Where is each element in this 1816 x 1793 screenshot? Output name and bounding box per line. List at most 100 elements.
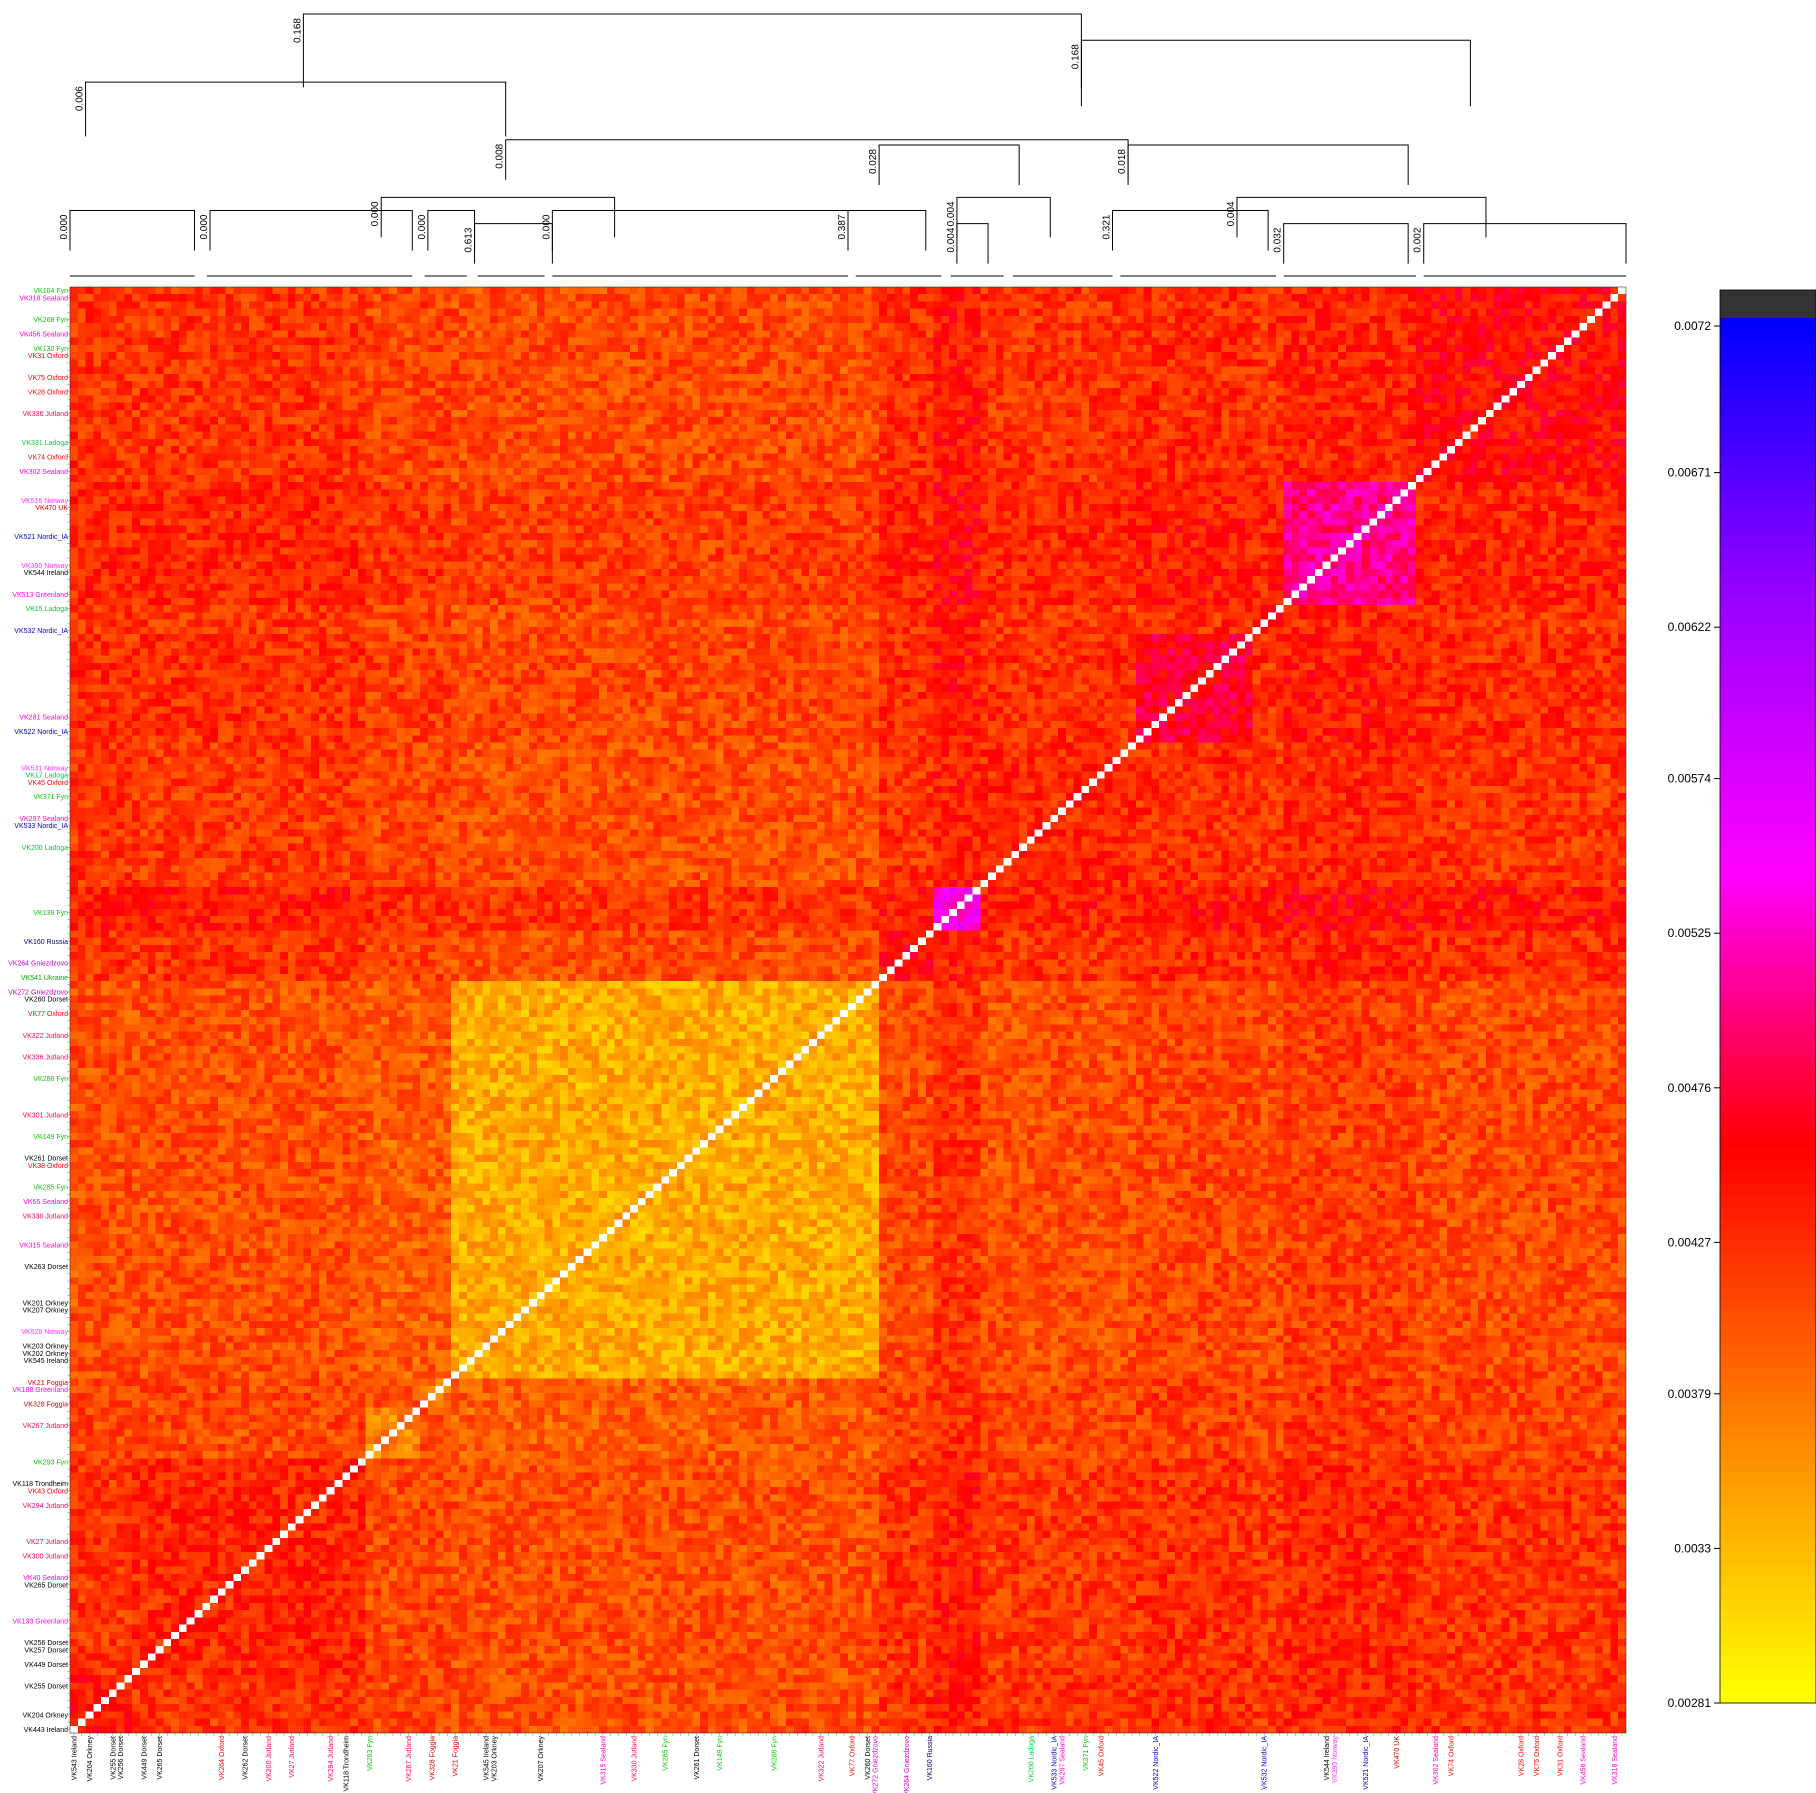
color-key-step <box>1720 1010 1816 1023</box>
row-label: VK331 Ladoga <box>22 440 68 447</box>
dendrogram-branch <box>380 196 616 238</box>
column-label: VK521 Nordic_IA <box>1363 1736 1370 1790</box>
dendrogram-node-label: 0.004 <box>946 201 957 226</box>
color-key-step <box>1720 1102 1816 1115</box>
row-label: VK293 Fyn <box>33 1459 68 1466</box>
column-label: VK45 Oxford <box>1098 1736 1105 1776</box>
column-label: VK371 Fyn <box>1083 1736 1090 1771</box>
row-label: VK294 Jutland <box>22 1503 68 1510</box>
color-key-step <box>1720 514 1816 527</box>
color-key-step <box>1720 848 1816 862</box>
color-key-step <box>1720 698 1816 712</box>
color-key-step <box>1720 1691 1816 1704</box>
color-key-step <box>1720 1610 1816 1623</box>
column-label: VK522 Nordic_IA <box>1153 1736 1160 1790</box>
row-label: VK263 Dorset <box>24 1264 68 1271</box>
color-key-step <box>1720 1679 1816 1693</box>
column-label: VK264 Oxford <box>219 1736 226 1780</box>
color-key-overflow <box>1720 290 1816 318</box>
color-key-step <box>1720 710 1816 723</box>
color-key-step <box>1720 1045 1816 1058</box>
color-key-label: 0.00671 <box>1668 466 1712 480</box>
row-label: VK207 Orkney <box>22 1308 68 1315</box>
color-key-step <box>1720 952 1816 965</box>
heatmap-grid <box>69 286 1627 1734</box>
color-key-step <box>1720 998 1816 1012</box>
row-label: VK531 Norway <box>21 765 68 772</box>
color-key-step <box>1720 1599 1816 1612</box>
color-key-step <box>1720 825 1816 838</box>
column-label: VK390 Norway <box>1332 1736 1339 1783</box>
heatmap-cells <box>70 287 1626 1733</box>
color-key-step <box>1720 329 1816 342</box>
color-key-step <box>1720 1033 1816 1046</box>
color-key-step <box>1720 802 1816 815</box>
row-label: VK45 Oxford <box>28 780 68 787</box>
color-key-step <box>1720 525 1816 538</box>
color-key-step <box>1720 1472 1816 1485</box>
color-key-border <box>1719 289 1816 1704</box>
dendrogram-branch <box>956 196 1051 238</box>
color-key-step <box>1720 1022 1816 1035</box>
row-label: VK38 Oxford <box>28 1163 68 1170</box>
row-label: VK21 Foggia <box>28 1380 69 1387</box>
row-label: VK75 Oxford <box>28 375 68 382</box>
row-label: VK532 Nordic_IA <box>14 628 68 635</box>
row-label: VK40 Sealand <box>23 1575 68 1582</box>
dendrogram-branch <box>85 81 507 137</box>
row-label: VK516 Norway <box>21 498 68 505</box>
color-key-step <box>1720 987 1816 1000</box>
color-key-step <box>1720 929 1816 942</box>
row-label: VK285 Fyn <box>33 1185 68 1192</box>
color-key-step <box>1720 560 1816 573</box>
color-key-step <box>1720 675 1816 688</box>
row-label: VK371 Fyn <box>33 794 68 801</box>
dendrogram-node-label: 0.000 <box>370 201 381 226</box>
row-label: VK533 Nordic_IA <box>14 823 68 830</box>
row-label: VK118 Trondheim <box>12 1481 68 1488</box>
color-key-step <box>1720 756 1816 769</box>
row-label: VK261 Dorset <box>24 1156 68 1163</box>
color-key-step <box>1720 1206 1816 1219</box>
column-label: VK261 Dorset <box>694 1736 701 1780</box>
color-key-label: 0.00427 <box>1668 1235 1712 1249</box>
color-key-step <box>1720 791 1816 804</box>
dendrogram-branch <box>69 210 195 251</box>
row-label: VK255 Dorset <box>24 1684 68 1691</box>
row-label: VK160 Russia <box>24 939 68 946</box>
color-key-step <box>1720 1149 1816 1162</box>
color-key-step <box>1720 918 1816 931</box>
row-label: VK513 Greenland <box>12 592 68 599</box>
dendrogram-branch <box>878 144 1020 185</box>
color-key-step <box>1720 1160 1816 1173</box>
color-key-label: 0.0033 <box>1674 1541 1711 1555</box>
row-label: VK272 Gniezdzovo <box>8 989 68 996</box>
color-key-label: 0.00525 <box>1668 926 1712 940</box>
color-key-step <box>1720 721 1816 735</box>
color-key-step <box>1720 352 1816 365</box>
row-label: VK336 Jutland <box>22 1054 68 1061</box>
color-key-step <box>1720 1287 1816 1300</box>
color-key-step <box>1720 468 1816 481</box>
color-key-step <box>1720 410 1816 423</box>
dendrogram-node-label: 0.006 <box>75 86 86 111</box>
color-key-step <box>1720 1518 1816 1531</box>
row-label: VK522 Nordic_IA <box>14 729 68 736</box>
row-label: VK256 Dorset <box>24 1640 68 1647</box>
column-label: VK315 Sealand <box>600 1736 607 1785</box>
dendrogram-branch <box>1112 210 1269 251</box>
column-label: VK21 Foggia <box>453 1736 460 1777</box>
row-label: VK521 Nordic_IA <box>14 534 68 541</box>
row-label: VK301 Jutland <box>22 1112 68 1119</box>
dendrogram-node-label: 0.000 <box>541 214 552 239</box>
row-label: VK257 Dorset <box>24 1647 68 1654</box>
color-key-step <box>1720 1079 1816 1092</box>
color-key-step <box>1720 1564 1816 1577</box>
color-key-step <box>1720 664 1816 677</box>
column-label: VK322 Jutland <box>818 1736 825 1782</box>
color-key-step <box>1720 341 1816 354</box>
column-label: VK77 Oxford <box>849 1736 856 1776</box>
column-label: VK74 Oxford <box>1448 1736 1455 1776</box>
